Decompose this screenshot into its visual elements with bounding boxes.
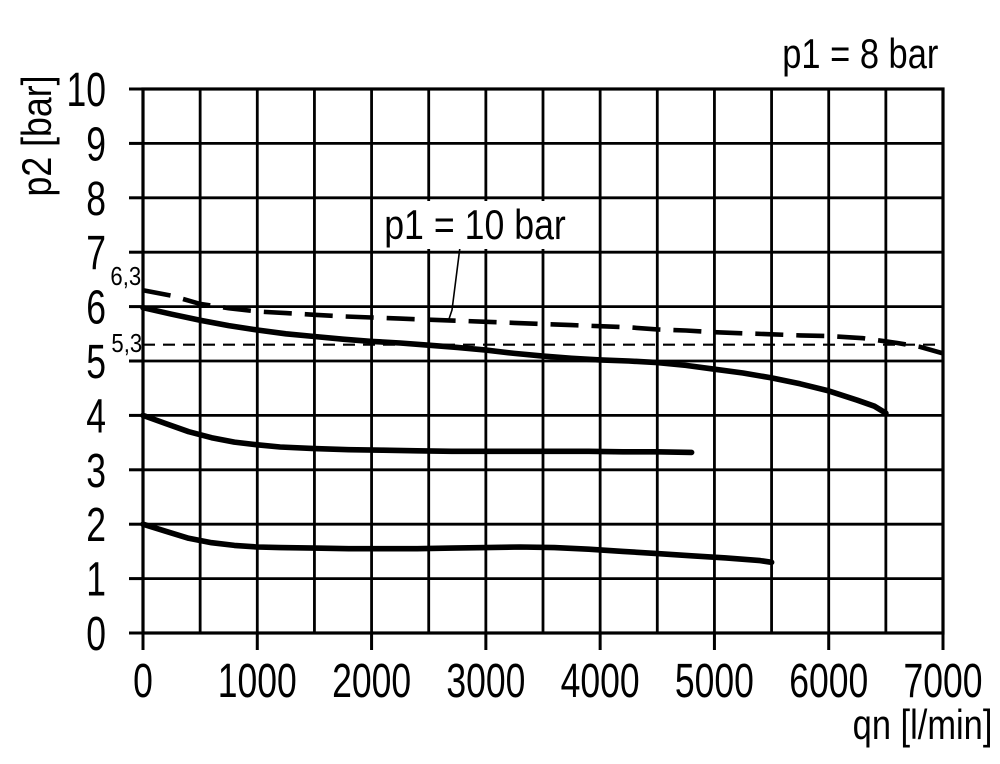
y-marker-5-3: 5,3 xyxy=(111,328,142,358)
y-tick-label-group: 6 xyxy=(86,280,106,333)
y-tick-label: 5 xyxy=(86,335,106,388)
y-tick-label: 1 xyxy=(86,552,106,605)
series-setting-4-bar xyxy=(140,412,695,456)
y-tick-label-group: 9 xyxy=(86,117,106,170)
x-tick-label-group: 7000 xyxy=(903,654,982,707)
x-tick-label-group: 1000 xyxy=(218,654,297,707)
series-setting-2-bar xyxy=(140,521,775,566)
y-tick-label: 2 xyxy=(86,498,106,551)
x-tick-label-group: 5000 xyxy=(675,654,754,707)
axis-tick-labels: 0 1000 2000 3000 4000 5000 6000 7000 01234567891… xyxy=(66,63,982,707)
leader-line-group xyxy=(448,246,461,320)
y-tick-label-group: 4 xyxy=(86,389,106,442)
y-tick-label: 3 xyxy=(86,444,106,497)
grid-lines xyxy=(141,87,945,635)
y-tick-label-group: 5 xyxy=(86,335,106,388)
y-tick-label: 10 xyxy=(66,63,106,116)
x-tick-label-group: 0 xyxy=(133,654,153,707)
x-tick-label-group: 6000 xyxy=(789,654,868,707)
y-tick-label: 0 xyxy=(86,607,106,660)
x-tick-label-group: 2000 xyxy=(332,654,411,707)
x-tick-label-group: 4000 xyxy=(561,654,640,707)
x-tick-label: 3000 xyxy=(446,654,525,707)
y-tick-label: 6 xyxy=(86,280,106,333)
y-tick-label: 9 xyxy=(86,117,106,170)
axis-ticks xyxy=(129,87,945,650)
y-tick-label: 8 xyxy=(86,172,106,225)
y-tick-label-group: 2 xyxy=(86,498,106,551)
x-tick-label: 6000 xyxy=(789,654,868,707)
series-p1-10-bar-dashed xyxy=(142,288,944,356)
y-tick-label-group: 10 xyxy=(66,63,106,116)
x-tick-label-group: 3000 xyxy=(446,654,525,707)
y-tick-label: 4 xyxy=(86,389,106,442)
y-tick-label-group: 1 xyxy=(86,552,106,605)
leader-line xyxy=(448,246,461,320)
y-axis-title: p2 [bar] xyxy=(13,75,60,197)
y-marker-6-3: 6,3 xyxy=(110,261,141,291)
annotation-p1-10-bar: p1 = 10 bar xyxy=(377,201,573,249)
x-tick-label: 2000 xyxy=(332,654,411,707)
x-tick-label: 0 xyxy=(133,654,153,707)
y-tick-label-group: 8 xyxy=(86,172,106,225)
x-tick-label: 1000 xyxy=(218,654,297,707)
y-tick-label: 7 xyxy=(86,226,106,279)
x-tick-label: 7000 xyxy=(903,654,982,707)
x-tick-label: 4000 xyxy=(561,654,640,707)
y-tick-label-group: 0 xyxy=(86,607,106,660)
x-tick-label: 5000 xyxy=(675,654,754,707)
series-setting-6-bar xyxy=(140,304,889,417)
x-axis-title: qn [l/min] xyxy=(852,701,992,748)
y-tick-label-group: 7 xyxy=(86,226,106,279)
y-tick-label-group: 3 xyxy=(86,444,106,497)
data-series xyxy=(140,288,944,566)
annotation-p1-8-bar: p1 = 8 bar xyxy=(781,30,938,77)
